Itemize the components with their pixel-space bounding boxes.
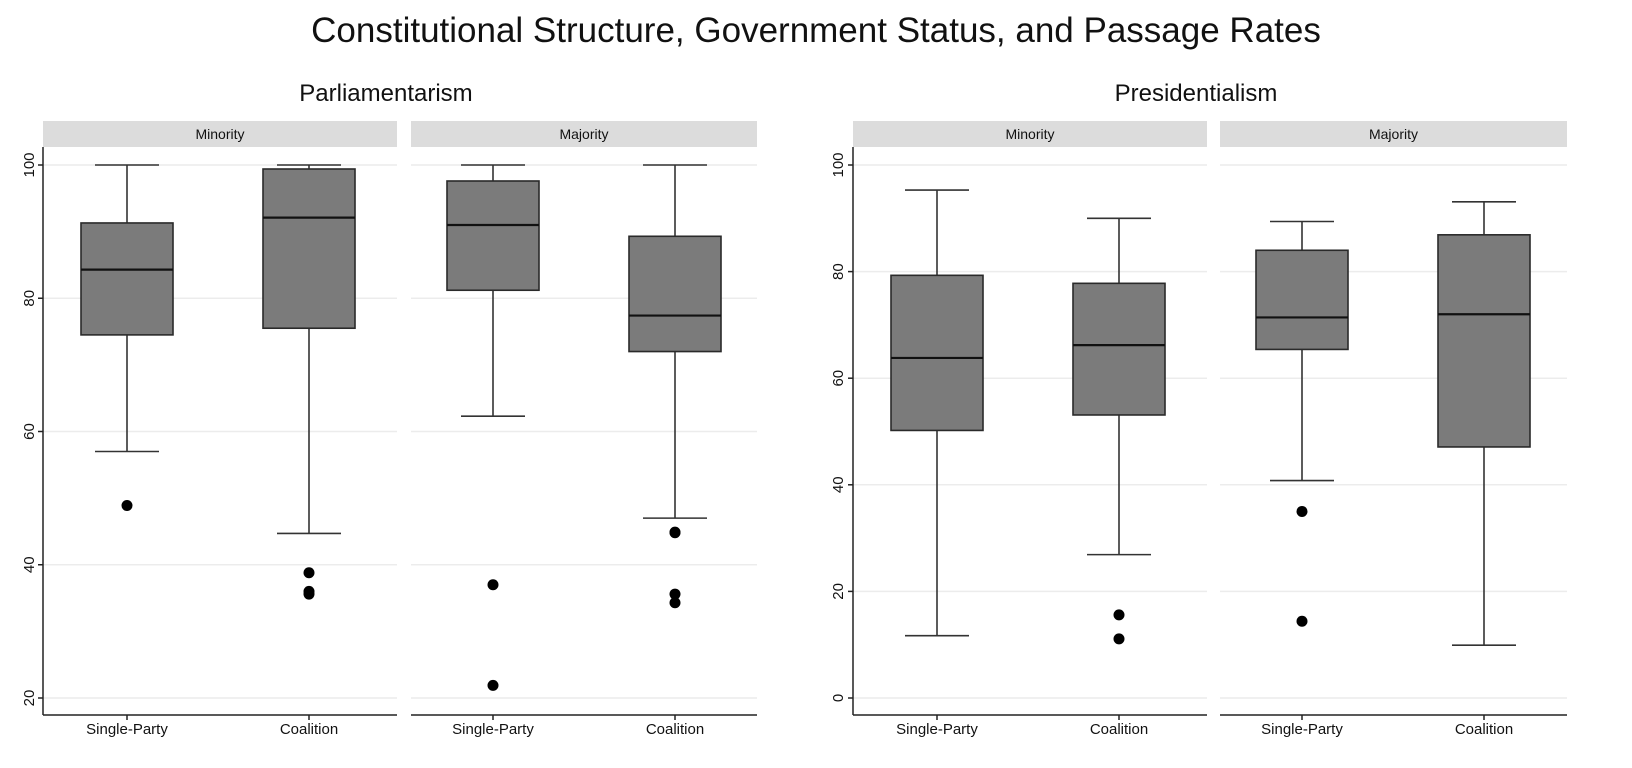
x-tick-label: Coalition — [280, 721, 338, 738]
box-coalition: Coalition — [1072, 217, 1166, 738]
panel-strip — [43, 121, 397, 147]
outlier-point — [487, 579, 499, 591]
outlier-point — [669, 588, 681, 600]
panel-strip-label: Majority — [559, 126, 608, 142]
iqr-box — [890, 274, 984, 432]
y-tick-label: 80 — [830, 263, 847, 280]
outlier-point — [669, 597, 681, 609]
box-coalition: Coalition — [262, 164, 356, 738]
iqr-box — [1072, 282, 1166, 416]
x-tick-label: Single-Party — [86, 721, 168, 738]
panel-majority: Majority Single-Party Coalition — [411, 121, 757, 738]
panel-strip — [853, 121, 1207, 147]
x-tick-label: Single-Party — [452, 721, 534, 738]
panel-minority: Minority Single-Party Coalition — [43, 121, 397, 738]
outlier-point — [1296, 615, 1308, 627]
box-single-party: Single-Party — [446, 164, 540, 738]
outlier-point — [1113, 633, 1125, 645]
iqr-box — [628, 235, 722, 353]
panel-strip — [411, 121, 757, 147]
panel-strip-label: Minority — [195, 126, 244, 142]
outlier-point — [303, 567, 315, 579]
y-tick-label: 20 — [21, 690, 38, 707]
panel-strip-label: Minority — [1005, 126, 1054, 142]
y-tick-label: 60 — [830, 370, 847, 387]
box-single-party: Single-Party — [1255, 220, 1349, 738]
outlier-point — [487, 679, 499, 691]
outlier-point — [1113, 609, 1125, 621]
y-tick-label: 40 — [830, 476, 847, 493]
subplot-title: Presidentialism — [1115, 80, 1278, 107]
box-coalition: Coalition — [1437, 200, 1531, 738]
subplot-title: Parliamentarism — [299, 80, 472, 107]
box-coalition: Coalition — [628, 164, 722, 738]
iqr-box — [1437, 234, 1531, 448]
y-tick-label: 80 — [21, 290, 38, 307]
y-tick-label: 40 — [21, 556, 38, 573]
figure-title: Constitutional Structure, Government Sta… — [311, 11, 1321, 50]
iqr-box — [446, 180, 540, 292]
chart-presidentialism: Presidentialism Minority Single-Party Coali… — [830, 80, 1567, 738]
y-tick-label: 100 — [830, 152, 847, 177]
box-single-party: Single-Party — [80, 164, 174, 738]
x-tick-label: Single-Party — [1261, 721, 1343, 738]
x-tick-label: Single-Party — [896, 721, 978, 738]
box-single-party: Single-Party — [890, 189, 984, 738]
outlier-point — [303, 588, 315, 600]
outlier-point — [121, 499, 133, 511]
iqr-box — [80, 222, 174, 336]
panel-strip-label: Majority — [1369, 126, 1418, 142]
outlier-point — [669, 527, 681, 539]
iqr-box — [1255, 249, 1349, 351]
y-tick-label: 0 — [830, 694, 847, 702]
panel-minority: Minority Single-Party Coalition — [853, 121, 1207, 738]
x-tick-label: Coalition — [1455, 721, 1513, 738]
y-tick-label: 20 — [830, 583, 847, 600]
chart-parliamentarism: Parliamentarism Minority Single-Party Coali… — [21, 80, 757, 738]
panel-strip — [1220, 121, 1567, 147]
y-tick-label: 60 — [21, 423, 38, 440]
y-tick-label: 100 — [21, 152, 38, 177]
x-tick-label: Coalition — [646, 721, 704, 738]
iqr-box — [262, 168, 356, 330]
panel-majority: Majority Single-Party Coalition — [1220, 121, 1567, 738]
outlier-point — [1296, 505, 1308, 517]
x-tick-label: Coalition — [1090, 721, 1148, 738]
